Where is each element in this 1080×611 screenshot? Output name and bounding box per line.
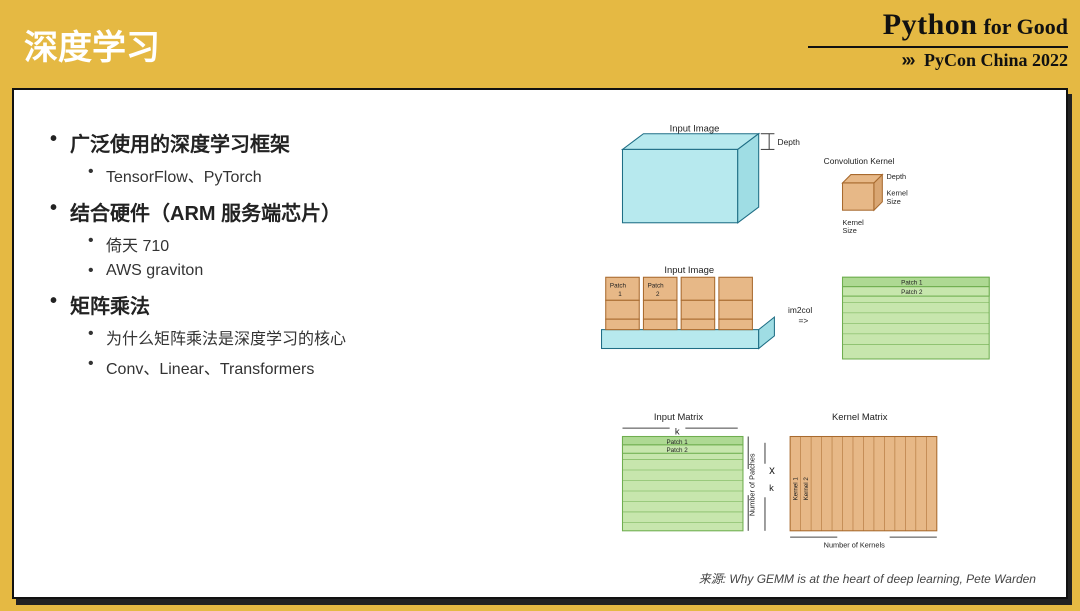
bullet-3: 矩阵乘法 为什么矩阵乘法是深度学习的核心 Conv、Linear、Transfo… xyxy=(44,290,565,379)
lbl-kernel-matrix: Kernel Matrix xyxy=(832,411,888,422)
lbl-input-image: Input Image xyxy=(669,123,719,134)
diagram-column: Input Image Depth Convolution Kernel Dep… xyxy=(565,118,1036,579)
svg-text:x: x xyxy=(769,465,775,477)
svg-text:k: k xyxy=(769,482,774,493)
brand-divider xyxy=(808,46,1068,48)
svg-text:im2col: im2col xyxy=(788,305,812,315)
bullet-2-1: 倚天 710 xyxy=(84,232,565,256)
svg-text:Patch: Patch xyxy=(647,283,664,290)
lbl-input-image2: Input Image xyxy=(664,264,714,275)
content-panel: 广泛使用的深度学习框架 TensorFlow、PyTorch 结合硬件（ARM … xyxy=(12,88,1068,599)
bullet-3-1: 为什么矩阵乘法是深度学习的核心 xyxy=(84,325,565,349)
bullet-1-1: TensorFlow、PyTorch xyxy=(84,163,565,187)
svg-text:Number of Kernels: Number of Kernels xyxy=(823,541,884,550)
svg-text:1: 1 xyxy=(618,291,622,298)
svg-text:Size: Size xyxy=(886,197,900,206)
gemm-diagram: Input Image Depth Convolution Kernel Dep… xyxy=(565,118,1036,579)
svg-text:k: k xyxy=(675,425,680,436)
slide-title: 深度学习 xyxy=(24,20,160,69)
brand-for-good: for Good xyxy=(983,14,1068,39)
brand-box: Python for Good ››› PyCon China 2022 xyxy=(808,8,1068,71)
svg-text:Patch 2: Patch 2 xyxy=(666,447,688,454)
bullet-2-2: AWS graviton xyxy=(84,262,565,280)
svg-text:2: 2 xyxy=(656,291,660,298)
svg-text:=>: => xyxy=(798,315,808,325)
brand-subtitle: PyCon China 2022 xyxy=(924,50,1068,70)
source-citation: 来源: Why GEMM is at the heart of deep lea… xyxy=(699,570,1036,587)
bullet-3-2: Conv、Linear、Transformers xyxy=(84,355,565,379)
brand-python: Python xyxy=(883,8,978,41)
bullet-2: 结合硬件（ARM 服务端芯片） 倚天 710 AWS graviton xyxy=(44,197,565,280)
svg-text:Kernel 1: Kernel 1 xyxy=(792,477,799,501)
text-column: 广泛使用的深度学习框架 TensorFlow、PyTorch 结合硬件（ARM … xyxy=(44,118,565,579)
chevron-icon: ››› xyxy=(901,50,913,71)
svg-text:Patch: Patch xyxy=(610,283,627,290)
svg-text:Patch 1: Patch 1 xyxy=(666,439,688,446)
svg-text:Number of Patches: Number of Patches xyxy=(747,453,756,516)
svg-text:Size: Size xyxy=(842,226,856,235)
svg-text:Kernel 2: Kernel 2 xyxy=(803,477,810,501)
lbl-depth: Depth xyxy=(777,137,800,147)
lbl-depth2: Depth xyxy=(886,172,906,181)
svg-text:Patch 2: Patch 2 xyxy=(901,289,923,296)
bullet-1: 广泛使用的深度学习框架 TensorFlow、PyTorch xyxy=(44,128,565,187)
svg-text:Patch 1: Patch 1 xyxy=(901,280,923,287)
lbl-conv-kernel: Convolution Kernel xyxy=(823,156,894,166)
lbl-input-matrix: Input Matrix xyxy=(654,411,703,422)
